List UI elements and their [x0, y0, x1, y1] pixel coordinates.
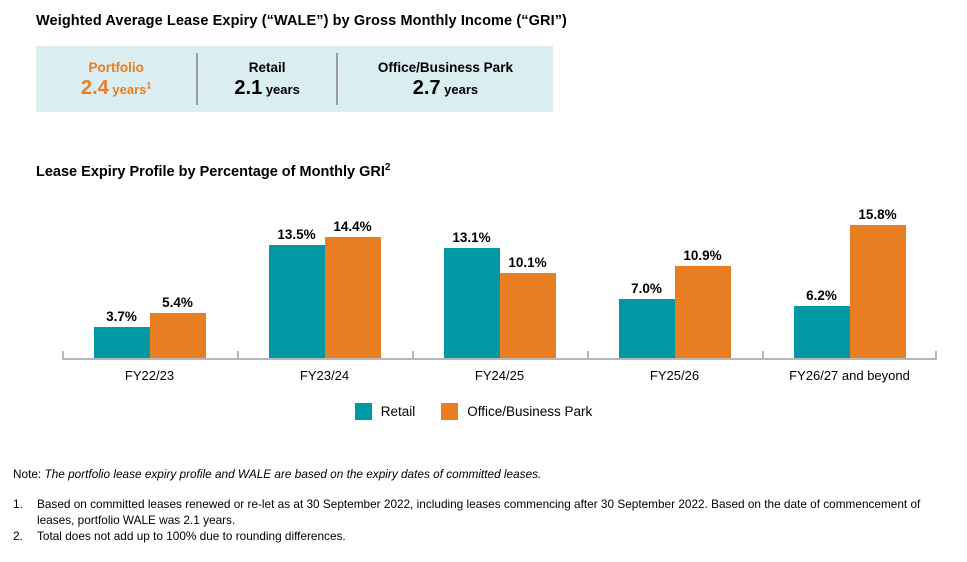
legend-label: Retail [380, 403, 416, 419]
legend-swatch [441, 402, 459, 420]
bar-value-label: 10.9% [683, 247, 722, 263]
summary-divider [335, 53, 338, 105]
bar-office-business-park [499, 272, 556, 358]
summary-number: 2.7 [412, 77, 441, 99]
bar-wrap: 6.2% [793, 287, 850, 358]
summary-divider [196, 53, 199, 105]
chart-legend: Retail Office/Business Park [36, 402, 911, 420]
bar-retail [443, 247, 500, 358]
x-axis-label: FY22/23 [124, 367, 175, 383]
legend-swatch [354, 402, 372, 420]
footnote-reference: 1 [146, 80, 152, 91]
category-group-fy22-23: 3.7% 5.4% [62, 194, 237, 358]
summary-unit: years [444, 82, 479, 97]
summary-cell-office-business-park: Office/Business Park 2.7 years [338, 58, 553, 100]
chart-title-text: Lease Expiry Profile by Percentage of Mo… [36, 163, 385, 180]
bar-wrap: 13.5% [268, 226, 325, 358]
footnote-text: Based on committed leases renewed or re-… [37, 496, 921, 527]
page-title: Weighted Average Lease Expiry (“WALE”) b… [36, 13, 567, 29]
bar-wrap: 7.0% [618, 280, 675, 358]
category-group-fy23-24: 13.5% 14.4% [237, 194, 412, 358]
note-text: The portfolio lease expiry profile and W… [44, 466, 542, 481]
axis-tick [237, 350, 239, 358]
bar-value-label: 7.0% [631, 280, 662, 296]
bar-wrap: 10.9% [674, 247, 731, 358]
bar-value-label: 13.5% [277, 226, 316, 242]
summary-value: 2.4 years1 [36, 77, 196, 100]
footnotes-list: 1. Based on committed leases renewed or r… [13, 496, 954, 544]
bar-wrap: 13.1% [443, 229, 500, 358]
bar-wrap: 15.8% [849, 206, 906, 358]
legend-item-retail: Retail [354, 402, 416, 420]
lease-expiry-bar-chart: 3.7% 5.4% 13.5% 14.4% 13.1% 10.1% 7.0% 10.9% 6.2… [62, 194, 937, 383]
axis-tick [935, 350, 937, 358]
x-axis: FY22/23 FY23/24 FY24/25 FY25/26 FY26/27 and … [62, 360, 937, 383]
x-axis-label: FY23/24 [299, 367, 350, 383]
bar-value-label: 3.7% [106, 308, 137, 324]
note-line: Note: The portfolio lease expiry profile… [13, 467, 967, 481]
axis-tick [762, 350, 764, 358]
bar-office-business-park [849, 224, 906, 358]
chart-title: Lease Expiry Profile by Percentage of Mo… [36, 162, 967, 180]
legend-label: Office/Business Park [467, 403, 593, 419]
bar-value-label: 15.8% [858, 206, 897, 222]
summary-value: 2.1 years [198, 77, 335, 100]
plot-area: 3.7% 5.4% 13.5% 14.4% 13.1% 10.1% 7.0% 10.9% 6.2… [62, 194, 937, 360]
footnote-number: 1. [13, 496, 23, 511]
legend-item-office-business-park: Office/Business Park [441, 402, 593, 420]
bar-retail [93, 326, 150, 358]
summary-number: 2.1 [234, 77, 263, 99]
x-axis-label: FY25/26 [649, 367, 700, 383]
bar-retail [618, 298, 675, 358]
summary-label: Portfolio [88, 60, 144, 75]
axis-tick [587, 350, 589, 358]
footnote-number: 2. [13, 528, 23, 543]
category-group-fy26-27-and-beyond: 6.2% 15.8% [762, 194, 937, 358]
bar-office-business-park [149, 312, 206, 358]
slide: Weighted Average Lease Expiry (“WALE”) b… [0, 13, 967, 544]
bar-wrap: 3.7% [93, 308, 150, 358]
bar-retail [793, 305, 850, 358]
bar-value-label: 5.4% [162, 294, 193, 310]
wale-summary-box: Portfolio 2.4 years1 Retail 2.1 years Of… [36, 46, 553, 112]
summary-number: 2.4 [80, 77, 109, 99]
x-axis-label: FY24/25 [474, 367, 525, 383]
bar-office-business-park [324, 236, 381, 358]
footnote-reference: 2 [384, 162, 391, 173]
summary-unit: years [112, 82, 147, 97]
note-prefix: Note: [13, 466, 42, 481]
summary-label: Retail [248, 60, 286, 75]
category-group-fy25-26: 7.0% 10.9% [587, 194, 762, 358]
summary-unit: years [265, 82, 300, 97]
bar-value-label: 10.1% [508, 254, 547, 270]
bar-wrap: 10.1% [499, 254, 556, 358]
x-axis-label: FY26/27 and beyond [789, 367, 910, 383]
axis-tick [412, 350, 414, 358]
bar-wrap: 5.4% [149, 294, 206, 358]
footnote-item: 1. Based on committed leases renewed or r… [13, 496, 954, 528]
summary-label: Office/Business Park [377, 60, 513, 75]
axis-tick [62, 350, 64, 358]
bar-wrap: 14.4% [324, 218, 381, 358]
summary-cell-retail: Retail 2.1 years [198, 58, 335, 100]
footnote-item: 2. Total does not add up to 100% due to r… [13, 528, 954, 544]
bar-value-label: 6.2% [806, 287, 837, 303]
bar-value-label: 14.4% [333, 218, 372, 234]
footnote-text: Total does not add up to 100% due to rou… [37, 528, 346, 543]
summary-value: 2.7 years [338, 77, 553, 100]
category-group-fy24-25: 13.1% 10.1% [412, 194, 587, 358]
bar-value-label: 13.1% [452, 229, 491, 245]
bar-retail [268, 244, 325, 358]
bar-office-business-park [674, 265, 731, 358]
summary-cell-portfolio: Portfolio 2.4 years1 [36, 58, 196, 100]
